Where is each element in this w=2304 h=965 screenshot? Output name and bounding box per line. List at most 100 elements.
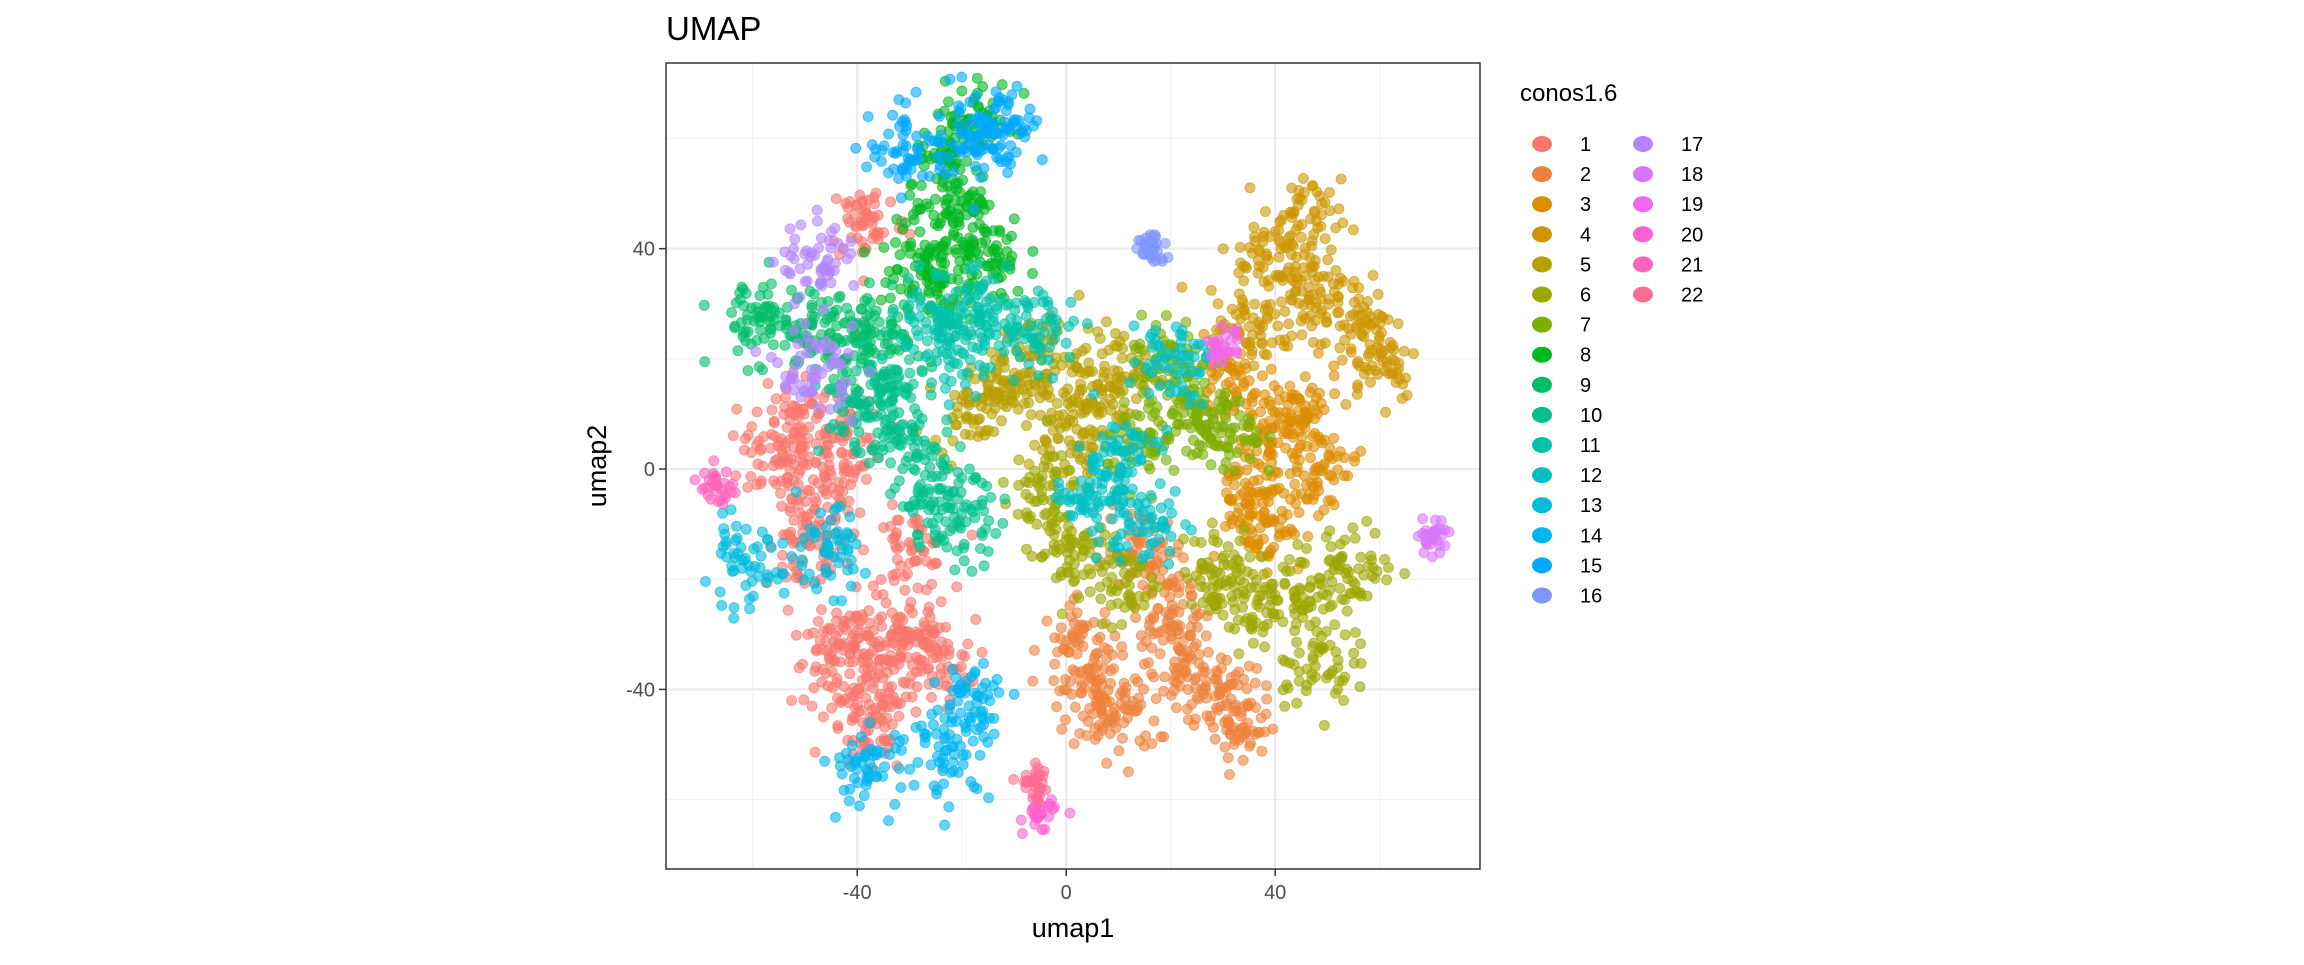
point-cluster-2 xyxy=(1233,666,1245,678)
point-cluster-11 xyxy=(1014,351,1026,363)
point-cluster-2 xyxy=(1133,692,1145,704)
point-cluster-6 xyxy=(1118,567,1130,579)
legend-item-7: 7 xyxy=(1532,315,1591,337)
point-cluster-5 xyxy=(1073,289,1085,301)
point-cluster-6 xyxy=(1369,527,1381,539)
legend-item-14: 14 xyxy=(1532,525,1602,547)
point-cluster-6 xyxy=(1369,572,1381,584)
legend-key-icon xyxy=(1532,286,1552,303)
point-cluster-18 xyxy=(1417,513,1429,525)
legend-item-6: 6 xyxy=(1532,285,1591,307)
point-cluster-6 xyxy=(1101,576,1113,588)
point-cluster-6 xyxy=(1399,568,1411,580)
point-cluster-10 xyxy=(963,463,975,475)
point-cluster-15 xyxy=(897,146,909,157)
point-cluster-1 xyxy=(773,436,785,448)
point-cluster-1 xyxy=(891,554,903,565)
point-cluster-3 xyxy=(1289,478,1301,490)
point-cluster-17 xyxy=(792,338,804,350)
point-cluster-9 xyxy=(698,299,710,311)
point-cluster-9 xyxy=(741,314,753,326)
point-cluster-6 xyxy=(1349,627,1361,638)
point-cluster-4 xyxy=(1226,303,1238,315)
point-cluster-5 xyxy=(1052,433,1064,445)
point-cluster-6 xyxy=(1188,536,1200,547)
point-cluster-2 xyxy=(1091,699,1103,711)
point-cluster-6 xyxy=(1348,647,1360,659)
point-cluster-2 xyxy=(1113,745,1125,757)
point-cluster-10 xyxy=(947,503,959,515)
point-cluster-6 xyxy=(1307,651,1319,663)
point-cluster-3 xyxy=(1328,370,1340,382)
point-cluster-2 xyxy=(1237,754,1249,766)
point-cluster-6 xyxy=(1223,621,1235,633)
point-cluster-4 xyxy=(1353,282,1365,294)
point-cluster-4 xyxy=(1272,320,1284,332)
point-cluster-8 xyxy=(951,244,962,255)
point-cluster-6 xyxy=(1023,513,1035,525)
point-cluster-10 xyxy=(985,491,997,503)
point-cluster-18 xyxy=(1436,529,1448,541)
point-cluster-1 xyxy=(752,458,764,470)
point-cluster-11 xyxy=(991,303,1003,315)
point-cluster-6 xyxy=(1256,551,1268,563)
point-cluster-15 xyxy=(969,160,981,172)
point-cluster-6 xyxy=(1069,537,1081,549)
point-cluster-9 xyxy=(726,307,738,319)
point-cluster-10 xyxy=(939,453,950,465)
point-cluster-9 xyxy=(742,365,754,377)
point-cluster-5 xyxy=(1099,360,1110,372)
point-cluster-6 xyxy=(1207,574,1219,586)
point-cluster-17 xyxy=(804,338,816,350)
point-cluster-7 xyxy=(1199,377,1211,389)
point-cluster-5 xyxy=(994,387,1006,399)
point-cluster-7 xyxy=(1244,453,1256,465)
point-cluster-20 xyxy=(1036,824,1048,836)
point-cluster-4 xyxy=(1335,173,1347,185)
point-cluster-9 xyxy=(879,338,891,350)
point-cluster-14 xyxy=(932,704,944,716)
legend-item-16: 16 xyxy=(1532,586,1602,608)
point-cluster-6 xyxy=(1096,618,1108,630)
point-cluster-12 xyxy=(1135,491,1147,503)
point-cluster-3 xyxy=(1247,487,1259,499)
point-cluster-15 xyxy=(1023,112,1035,124)
point-cluster-14 xyxy=(855,731,867,743)
point-cluster-17 xyxy=(799,318,811,330)
point-cluster-14 xyxy=(912,757,924,768)
point-cluster-14 xyxy=(939,819,951,831)
point-cluster-14 xyxy=(968,781,980,793)
point-cluster-13 xyxy=(836,595,847,607)
point-cluster-11 xyxy=(1050,325,1062,337)
point-cluster-4 xyxy=(1333,278,1345,290)
point-cluster-2 xyxy=(1154,648,1166,660)
legend-item-13: 13 xyxy=(1532,495,1602,517)
point-cluster-4 xyxy=(1343,323,1355,335)
point-cluster-2 xyxy=(1087,657,1099,669)
point-cluster-10 xyxy=(813,445,824,457)
point-cluster-10 xyxy=(912,409,924,420)
point-cluster-1 xyxy=(845,479,857,491)
point-cluster-4 xyxy=(1344,310,1356,322)
point-cluster-4 xyxy=(1308,228,1320,240)
point-cluster-13 xyxy=(728,612,740,624)
point-cluster-1 xyxy=(802,628,814,640)
point-cluster-13 xyxy=(728,602,740,614)
point-cluster-1 xyxy=(776,500,788,512)
point-cluster-4 xyxy=(1352,355,1364,367)
point-cluster-17 xyxy=(788,298,800,310)
point-cluster-6 xyxy=(1123,595,1135,607)
point-cluster-12 xyxy=(1126,483,1138,495)
point-cluster-4 xyxy=(1380,406,1392,418)
point-cluster-2 xyxy=(1099,607,1111,618)
point-cluster-11 xyxy=(972,259,983,271)
point-cluster-4 xyxy=(1285,230,1297,242)
point-cluster-15 xyxy=(900,97,912,109)
point-cluster-6 xyxy=(1181,573,1193,585)
point-cluster-13 xyxy=(747,590,759,602)
point-cluster-12 xyxy=(1126,429,1138,441)
point-cluster-6 xyxy=(1344,587,1356,599)
point-cluster-17 xyxy=(813,242,825,254)
point-cluster-1 xyxy=(835,697,846,708)
point-cluster-3 xyxy=(1295,439,1307,451)
